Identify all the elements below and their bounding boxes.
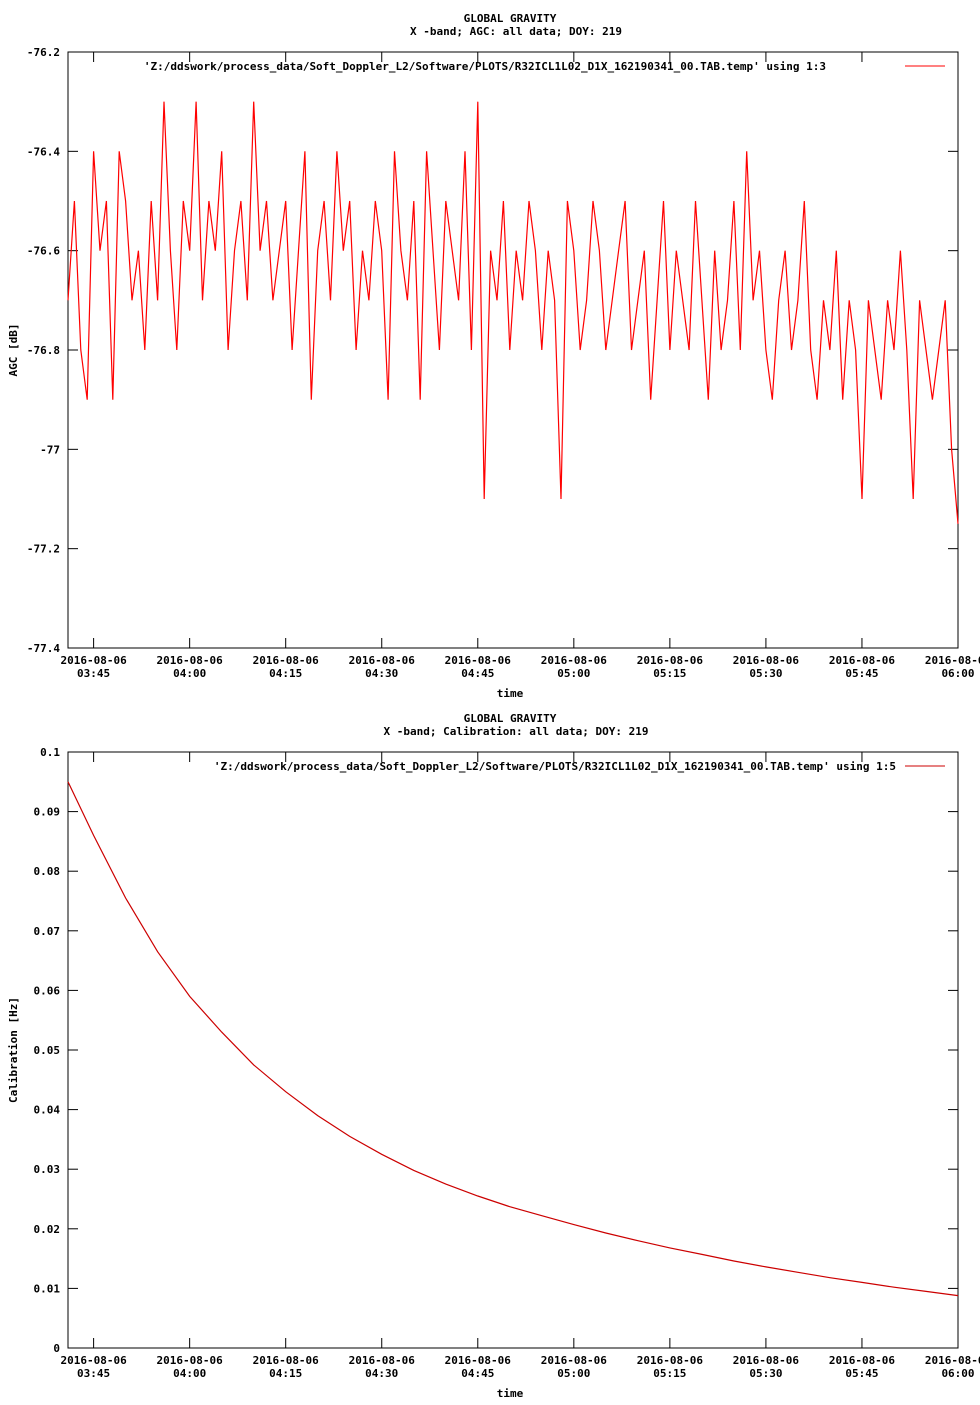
agc-y-tick-label: -76.8 xyxy=(27,344,60,357)
calibration-chart-subtitle: X -band; Calibration: all data; DOY: 219 xyxy=(384,725,649,738)
calibration-x-tick-time: 05:30 xyxy=(749,1367,782,1380)
agc-y-tick-label: -77 xyxy=(40,443,60,456)
agc-y-tick-label: -77.4 xyxy=(27,642,60,655)
calibration-y-ticks: 0.1 0.09 0.08 0.07 0.06 0.05 0.04 0.03 0.02 0.01 0 xyxy=(34,746,958,1355)
calibration-x-tick-date: 2016-08-06 xyxy=(253,1354,320,1367)
agc-x-tick-date: 2016-08-06 xyxy=(637,654,704,667)
calibration-y-tick-label: 0.03 xyxy=(34,1163,61,1176)
calibration-chart-svg: GLOBAL GRAVITY X -band; Calibration: all… xyxy=(7,712,980,1400)
calibration-x-tick-date: 2016-08-06 xyxy=(349,1354,416,1367)
agc-x-tick-date: 2016-08-06 xyxy=(829,654,896,667)
agc-x-tick-date: 2016-08-06 xyxy=(541,654,608,667)
calibration-x-tick-time: 04:15 xyxy=(269,1367,302,1380)
calibration-x-tick-time: 03:45 xyxy=(77,1367,110,1380)
agc-x-tick-time: 04:45 xyxy=(461,667,494,680)
agc-y-tick-label: -76.6 xyxy=(27,245,60,258)
agc-chart-title: GLOBAL GRAVITY xyxy=(464,12,557,25)
agc-x-tick-time: 05:00 xyxy=(557,667,590,680)
calibration-y-tick-label: 0 xyxy=(53,1342,60,1355)
agc-x-tick-date: 2016-08-06 xyxy=(445,654,512,667)
calibration-x-tick-time: 05:00 xyxy=(557,1367,590,1380)
agc-y-tick-label: -76.4 xyxy=(27,145,60,158)
agc-chart: GLOBAL GRAVITY X -band; AGC: all data; D… xyxy=(0,0,980,700)
calibration-x-tick-date: 2016-08-06 xyxy=(157,1354,224,1367)
agc-legend-label: 'Z:/ddswork/process_data/Soft_Doppler_L2… xyxy=(144,60,826,73)
calibration-y-tick-label: 0.07 xyxy=(34,925,61,938)
agc-x-tick-time: 04:15 xyxy=(269,667,302,680)
agc-y-tick-label: -77.2 xyxy=(27,543,60,556)
calibration-y-tick-label: 0.02 xyxy=(34,1223,61,1236)
calibration-x-ticks: 2016-08-0603:452016-08-0604:002016-08-06… xyxy=(60,752,980,1380)
calibration-series-line xyxy=(67,781,959,1297)
calibration-y-tick-label: 0.09 xyxy=(34,806,61,819)
calibration-x-tick-time: 06:00 xyxy=(941,1367,974,1380)
agc-x-tick-time: 06:00 xyxy=(941,667,974,680)
calibration-legend-label: 'Z:/ddswork/process_data/Soft_Doppler_L2… xyxy=(214,760,896,773)
agc-x-tick-time: 05:45 xyxy=(845,667,878,680)
agc-x-tick-time: 05:30 xyxy=(749,667,782,680)
agc-y-axis-label: AGC [dB] xyxy=(7,324,20,377)
calibration-x-tick-date: 2016-08-06 xyxy=(541,1354,608,1367)
calibration-x-tick-date: 2016-08-06 xyxy=(637,1354,704,1367)
calibration-x-tick-date: 2016-08-06 xyxy=(829,1354,896,1367)
calibration-x-tick-date: 2016-08-06 xyxy=(60,1354,127,1367)
calibration-plot-frame xyxy=(67,751,959,1349)
calibration-x-tick-date: 2016-08-06 xyxy=(445,1354,512,1367)
calibration-y-axis-label: Calibration [Hz] xyxy=(7,997,20,1103)
agc-x-tick-date: 2016-08-06 xyxy=(349,654,416,667)
calibration-series xyxy=(67,781,959,1297)
agc-x-tick-date: 2016-08-06 xyxy=(157,654,224,667)
calibration-x-tick-time: 04:00 xyxy=(173,1367,206,1380)
calibration-x-tick-time: 04:30 xyxy=(365,1367,398,1380)
agc-series xyxy=(67,101,959,524)
calibration-x-tick-date: 2016-08-06 xyxy=(733,1354,800,1367)
calibration-chart-title: GLOBAL GRAVITY xyxy=(464,712,557,725)
agc-x-tick-time: 04:30 xyxy=(365,667,398,680)
calibration-x-tick-time: 05:45 xyxy=(845,1367,878,1380)
agc-plot-frame xyxy=(67,51,959,649)
agc-chart-svg: GLOBAL GRAVITY X -band; AGC: all data; D… xyxy=(7,12,980,700)
agc-x-tick-date: 2016-08-06 xyxy=(253,654,320,667)
calibration-x-tick-time: 04:45 xyxy=(461,1367,494,1380)
calibration-y-tick-label: 0.05 xyxy=(34,1044,61,1057)
agc-x-axis-label: time xyxy=(497,687,524,700)
calibration-x-tick-time: 05:15 xyxy=(653,1367,686,1380)
agc-y-tick-label: -76.2 xyxy=(27,46,60,59)
agc-x-tick-time: 05:15 xyxy=(653,667,686,680)
calibration-chart: GLOBAL GRAVITY X -band; Calibration: all… xyxy=(0,700,980,1400)
calibration-x-axis-label: time xyxy=(497,1387,524,1400)
calibration-y-tick-label: 0.08 xyxy=(34,865,61,878)
agc-x-tick-date: 2016-08-06 xyxy=(60,654,127,667)
agc-y-ticks: -76.2 -76.4 -76.6 -76.8 -77 -77.2 -77.4 xyxy=(27,46,958,655)
calibration-y-tick-label: 0.1 xyxy=(40,746,60,759)
agc-x-tick-time: 03:45 xyxy=(77,667,110,680)
agc-chart-subtitle: X -band; AGC: all data; DOY: 219 xyxy=(410,25,622,38)
calibration-y-tick-label: 0.04 xyxy=(34,1104,61,1117)
calibration-y-tick-label: 0.01 xyxy=(34,1282,61,1295)
agc-x-tick-date: 2016-08-06 xyxy=(733,654,800,667)
calibration-x-tick-date: 2016-08-06 xyxy=(925,1354,980,1367)
agc-x-tick-date: 2016-08-06 xyxy=(925,654,980,667)
agc-x-tick-time: 04:00 xyxy=(173,667,206,680)
agc-series-line xyxy=(67,101,959,524)
agc-x-ticks: 2016-08-0603:452016-08-0604:002016-08-06… xyxy=(60,52,980,680)
calibration-y-tick-label: 0.06 xyxy=(34,984,61,997)
